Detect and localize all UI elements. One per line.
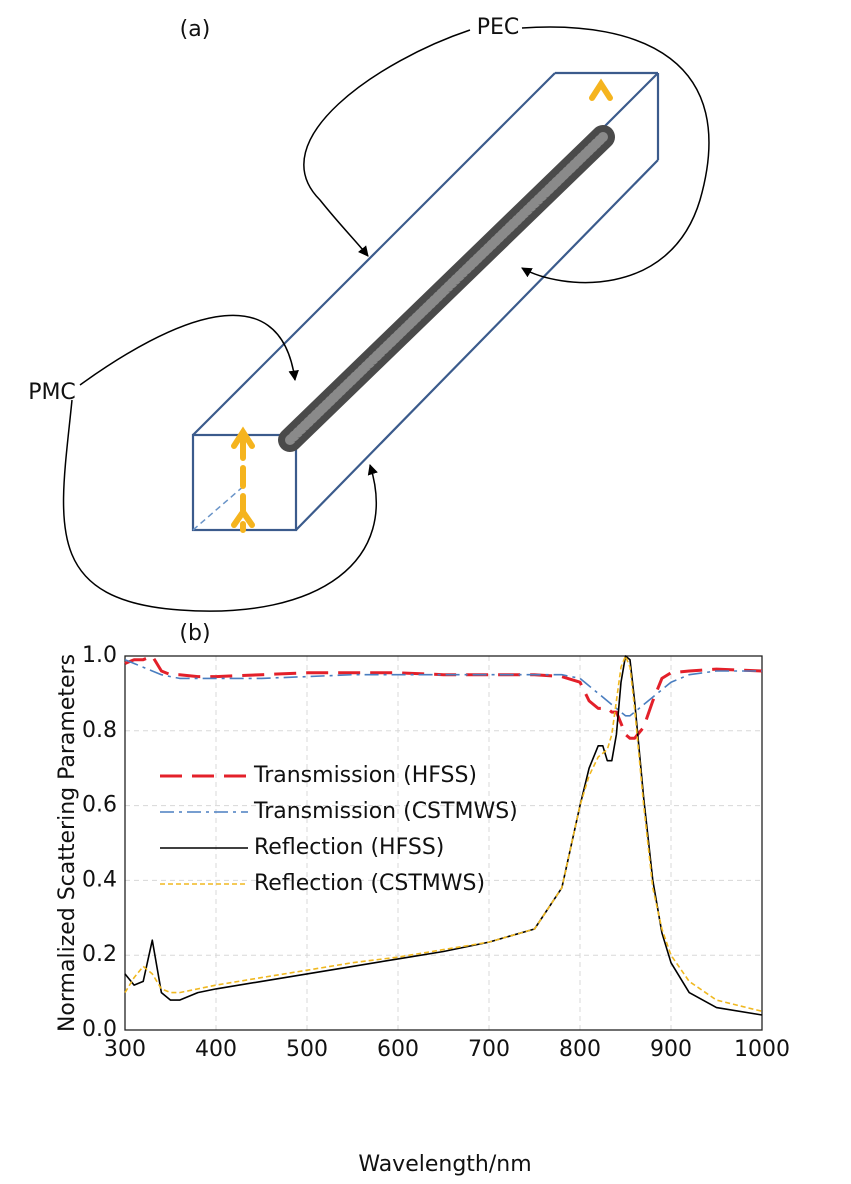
diagram: (a) PEC PMC (28, 15, 709, 611)
y-tick-label: 0.8 (82, 718, 117, 743)
series-line (125, 656, 762, 738)
x-tick-label: 800 (559, 1037, 601, 1062)
x-tick-label: 300 (104, 1037, 146, 1062)
y-tick-label: 1.0 (82, 643, 117, 668)
y-axis-title: Normalized Scattering Parameters (55, 654, 80, 1032)
figure: (a) PEC PMC (b) Wavelength/nm Normalized… (0, 0, 851, 1184)
legend-label: Reflection (HFSS) (254, 835, 444, 860)
panel-label: (b) (179, 621, 210, 646)
legend-label: Transmission (CSTMWS) (253, 799, 518, 824)
x-tick-label: 600 (377, 1037, 419, 1062)
x-axis-title: Wavelength/nm (358, 1152, 531, 1177)
pec-label: PEC (477, 15, 520, 40)
x-tick-label: 400 (195, 1037, 237, 1062)
series-line (125, 660, 762, 716)
x-tick-label: 1000 (734, 1037, 790, 1062)
panel-label: (a) (180, 17, 211, 42)
x-tick-label: 700 (468, 1037, 510, 1062)
series-line (125, 656, 762, 1011)
x-tick-label: 900 (650, 1037, 692, 1062)
legend-label: Reflection (CSTMWS) (254, 871, 485, 896)
y-tick-label: 0.6 (82, 793, 117, 818)
x-tick-label: 500 (286, 1037, 328, 1062)
y-tick-label: 0.4 (82, 867, 117, 892)
label-arrows (64, 27, 709, 611)
legend-label: Transmission (HFSS) (253, 763, 477, 788)
pmc-label: PMC (28, 380, 76, 405)
y-tick-label: 0.2 (82, 942, 117, 967)
